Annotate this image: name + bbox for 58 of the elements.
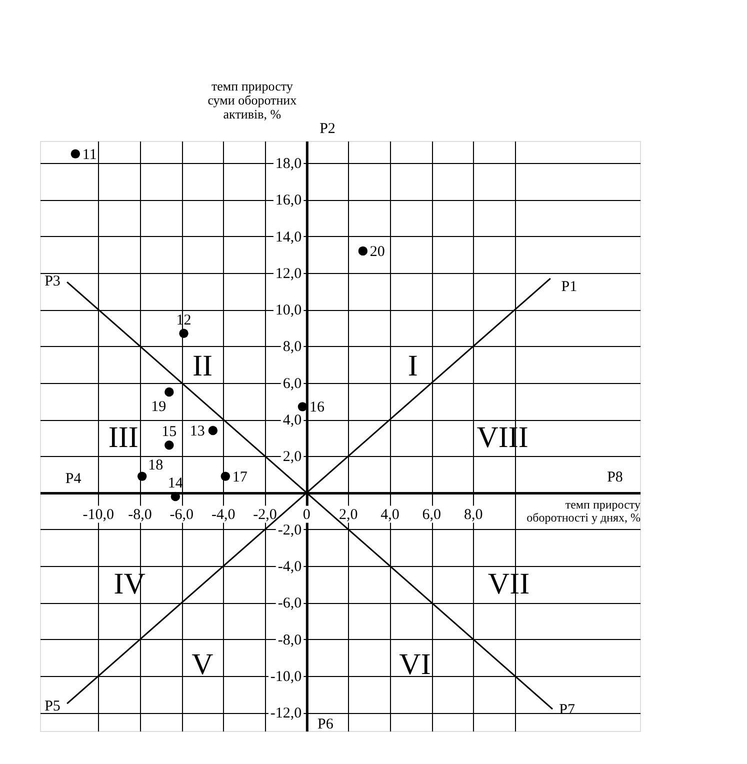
- y-tick-label: -12,0: [270, 706, 302, 722]
- annotation: P5: [44, 698, 60, 714]
- point: [179, 328, 188, 338]
- y-tick-label: -10,0: [270, 669, 302, 686]
- annotation: 20: [370, 244, 385, 260]
- annotation: 16: [310, 400, 325, 416]
- annotation: P8: [607, 469, 623, 486]
- y-tick-label: 4,0: [282, 412, 302, 429]
- annotation: 15: [162, 424, 177, 440]
- y-tick-label: 12,0: [275, 266, 302, 282]
- y-tick-label: 6,0: [282, 376, 302, 392]
- y-tick-label: 2,0: [282, 449, 302, 466]
- y-tick-label: 16,0: [275, 192, 302, 209]
- annotation: II: [192, 349, 212, 382]
- point: [164, 440, 174, 450]
- x-tick-label: -4,0: [211, 506, 236, 523]
- annotation: P3: [44, 273, 60, 290]
- annotation: III: [108, 420, 138, 454]
- x-tick-label: 2,0: [338, 506, 358, 523]
- y-axis-title: темп приросту суми оборотних активів, %: [208, 78, 298, 122]
- annotation: 17: [232, 469, 248, 486]
- annotation: 14: [168, 475, 184, 492]
- x-tick-label: 0: [302, 506, 310, 523]
- x-tick-label: 6,0: [422, 506, 442, 523]
- y-tick-label: -4,0: [278, 559, 302, 576]
- annotation: 11: [82, 146, 97, 163]
- annotation: P4: [65, 471, 82, 488]
- annotation: 18: [148, 457, 164, 474]
- annotation: 13: [190, 424, 205, 440]
- point: [208, 426, 218, 436]
- x-tick-label: -6,0: [170, 506, 194, 523]
- y-tick-label: 10,0: [275, 302, 302, 319]
- text: P2: [320, 121, 336, 138]
- y-tick-label: -8,0: [278, 632, 302, 648]
- y-tick-label: 18,0: [275, 156, 302, 172]
- x-axis-title: темп приросту оборотності у днях, %: [526, 497, 641, 524]
- x-tick-label: -2,0: [253, 506, 277, 523]
- y-tick-label: 14,0: [275, 229, 302, 246]
- point: [358, 246, 368, 256]
- x-tick-label: 8,0: [464, 506, 483, 523]
- point: [137, 472, 147, 481]
- point: [220, 472, 230, 481]
- annotation: I: [408, 349, 418, 382]
- y-tick-label: 8,0: [282, 339, 302, 356]
- x-tick-label: -8,0: [128, 506, 152, 523]
- annotation: VI: [399, 648, 431, 682]
- x-tick-label: 4,0: [380, 506, 400, 523]
- point: [170, 492, 180, 502]
- point: [164, 387, 174, 397]
- annotation: 19: [151, 399, 166, 416]
- point: [70, 149, 80, 158]
- annotation: P6: [317, 716, 334, 733]
- y-tick-label: -6,0: [278, 596, 302, 612]
- point: [298, 402, 308, 412]
- annotation: P1: [561, 278, 578, 295]
- annotation: V: [192, 648, 214, 682]
- y-tick-label: -2,0: [278, 522, 302, 538]
- x-tick-label: -10,0: [82, 506, 114, 523]
